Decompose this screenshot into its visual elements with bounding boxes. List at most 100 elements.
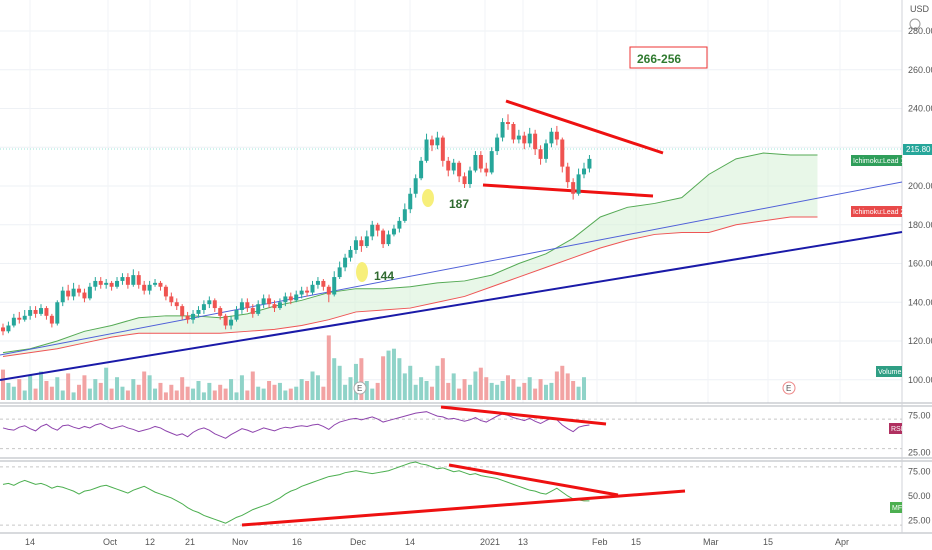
candle-body (1, 327, 5, 332)
mf-tick: 25.00 (908, 515, 931, 525)
volume-bar (353, 363, 358, 400)
candle-body (142, 284, 147, 291)
candle-body (229, 319, 234, 326)
lead2-label: Ichimoku:Lead 2 (853, 209, 904, 216)
candle-body (28, 310, 33, 316)
volume-bar (294, 386, 299, 400)
volume-bar (87, 388, 92, 400)
volume-bar (250, 371, 255, 400)
volume-bar (147, 375, 152, 400)
candle-body (582, 168, 587, 175)
candle-body (549, 131, 554, 144)
volume-bar (261, 388, 266, 400)
candle-body (158, 282, 163, 287)
volume-bar (93, 379, 98, 400)
target-box (629, 46, 708, 69)
volume-bar (125, 390, 130, 400)
candle-body (544, 143, 548, 159)
candle-body (343, 257, 348, 268)
candle-body (169, 296, 174, 303)
level-144-label: 144 (374, 269, 394, 283)
candle-body (446, 160, 451, 171)
candle-body (131, 275, 136, 285)
candle-body (478, 155, 483, 169)
volume-bar (239, 375, 244, 400)
volume-bar (478, 367, 483, 400)
candle-body (201, 304, 206, 310)
volume-bar (1, 369, 5, 400)
price-tick: 280.00 (908, 26, 932, 36)
earnings-icon (353, 381, 367, 395)
time-tick: Nov (232, 537, 249, 547)
rsi-line (2, 411, 590, 439)
volume-bar (267, 381, 272, 400)
candle-body (359, 240, 364, 247)
volume-bar (571, 381, 576, 400)
volume-bar (77, 384, 82, 400)
support-line (482, 183, 654, 198)
candle-body (294, 294, 299, 301)
mf-tick: 75.00 (908, 467, 931, 477)
volume-bar (337, 365, 342, 400)
volume-bar (6, 382, 11, 400)
volume-bar (60, 390, 65, 400)
candle-body (305, 290, 310, 293)
candle-body (565, 166, 570, 183)
candle-body (55, 302, 60, 324)
candle-body (495, 137, 500, 152)
ichimoku-cloud (2, 152, 818, 357)
volume-bar (305, 381, 310, 400)
ichimoku-lead2-line (2, 216, 818, 357)
time-tick: 12 (145, 537, 155, 547)
candle-body (576, 174, 581, 194)
volume-bar (489, 382, 494, 400)
volume-bar (245, 390, 250, 400)
candle-body (277, 302, 282, 309)
volume-bar (44, 381, 49, 400)
candle-body (364, 236, 369, 247)
volume-bar (321, 386, 326, 400)
volume-bar (82, 375, 87, 400)
volume-tag (876, 366, 902, 377)
volume-bar (207, 382, 212, 400)
lead2-tag (851, 206, 902, 217)
volume-bar (500, 381, 505, 400)
annotations: 266-256 187 144 E E (353, 46, 796, 395)
volume-label: Volume (878, 369, 901, 376)
candle-body (71, 288, 76, 297)
price-tick: 160.00 (908, 259, 932, 269)
volume-bar (66, 373, 71, 400)
candle-body (180, 306, 185, 316)
volume-bar (17, 379, 22, 400)
volume-bar (370, 388, 375, 400)
candle-body (125, 277, 130, 285)
time-tick: 14 (25, 537, 35, 547)
volume-bar (315, 375, 320, 400)
candle-body (272, 304, 277, 309)
candle-body (310, 284, 315, 293)
time-tick: 15 (631, 537, 641, 547)
candle-body (33, 310, 38, 314)
volume-bar (180, 377, 185, 400)
candle-body (538, 149, 543, 159)
candle-body (353, 240, 358, 250)
candle-body (451, 162, 456, 171)
volume-bar (391, 348, 396, 400)
volume-bar (560, 365, 565, 400)
candle-body (163, 286, 168, 297)
target-label: 266-256 (637, 52, 681, 66)
currency-label: USD (910, 4, 930, 14)
volume-bar (576, 386, 581, 400)
mf-tag (890, 502, 902, 513)
candle-body (554, 131, 559, 140)
candle-body (44, 308, 49, 316)
price-tick: 120.00 (908, 336, 932, 346)
volume-bar (218, 384, 223, 400)
volume-bar (191, 388, 196, 400)
volume-bar (429, 386, 434, 400)
highlight-144 (356, 262, 368, 282)
candle-body (77, 288, 82, 293)
mf-label: MF (892, 505, 902, 512)
volume-bar (527, 377, 532, 400)
